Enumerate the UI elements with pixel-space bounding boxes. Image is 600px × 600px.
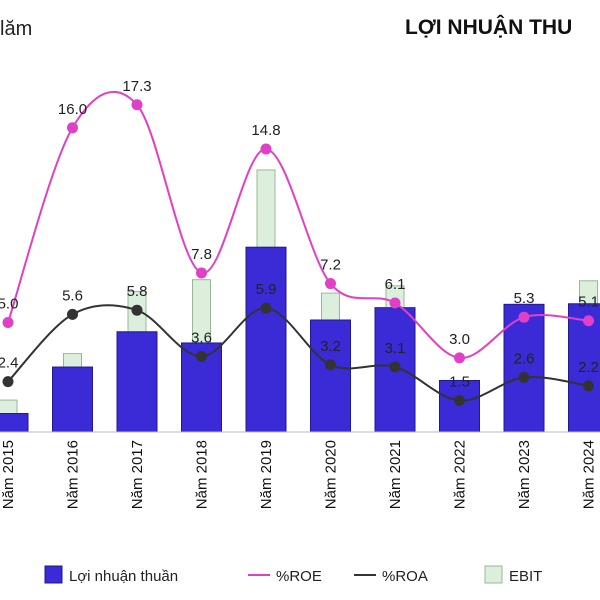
roa-point: [260, 302, 272, 314]
roa-point: [389, 361, 401, 373]
x-tick-label: Năm 2018: [194, 440, 211, 509]
net-profit-bar: [568, 303, 600, 433]
net-profit-bar: [245, 246, 287, 433]
roe-point: [196, 267, 207, 279]
roe-point: [454, 352, 465, 364]
roe-data-label: 3.0: [449, 331, 470, 348]
net-profit-bar: [116, 331, 158, 433]
legend-ebit-swatch: [484, 565, 503, 584]
x-tick-label: Năm 2024: [581, 440, 598, 509]
partial-header-text: lăm: [0, 18, 33, 40]
roe-line: [7, 90, 589, 359]
roa-data-label: 2.4: [0, 355, 18, 372]
roe-point: [583, 315, 594, 327]
roe-data-label: 6.1: [385, 276, 406, 293]
roe-point: [260, 143, 272, 155]
roa-data-label: 3.6: [191, 329, 212, 346]
net-profit-bar: [181, 342, 222, 433]
roe-data-label: 5.0: [0, 296, 18, 313]
x-tick-label: Năm 2016: [65, 440, 82, 509]
net-profit-bar: [503, 303, 545, 433]
net-profit-bar: [52, 366, 93, 433]
legend-label: EBIT: [509, 568, 542, 585]
roa-point: [131, 304, 143, 316]
x-tick-label: Năm 2022: [452, 440, 469, 509]
roe-data-label: 17.3: [122, 78, 151, 95]
roe-data-label: 16.0: [58, 101, 87, 118]
roa-point: [325, 359, 336, 371]
net-profit-bar: [310, 319, 351, 433]
chart-title: LỢI NHUẬN THU: [405, 16, 573, 39]
roa-data-label: 1.5: [449, 374, 470, 391]
roa-point: [518, 371, 530, 383]
roa-data-label: 5.6: [62, 287, 83, 304]
roe-point: [518, 311, 530, 323]
roa-data-label: 5.8: [127, 283, 148, 300]
legend-net-profit-swatch: [44, 565, 63, 584]
legend-label: %ROE: [276, 568, 322, 585]
legend-label: %ROA: [382, 568, 428, 585]
roe-data-label: 5.1: [578, 294, 599, 311]
roe-data-label: 7.2: [320, 257, 341, 274]
x-tick-label: Năm 2019: [258, 440, 275, 509]
net-profit-bar: [0, 413, 29, 433]
roa-data-label: 2.2: [578, 359, 599, 376]
roa-line: [7, 304, 589, 402]
roe-point: [325, 278, 336, 290]
roa-point: [67, 308, 78, 320]
roa-point: [454, 395, 465, 406]
x-tick-label: Năm 2023: [516, 440, 533, 509]
roa-point: [583, 380, 594, 392]
x-tick-label: Năm 2017: [129, 440, 146, 509]
roa-data-label: 3.1: [385, 340, 406, 357]
x-tick-label: Năm 2020: [323, 440, 340, 509]
roe-point: [67, 122, 78, 134]
roe-data-label: 14.8: [251, 122, 280, 139]
roa-data-label: 5.9: [256, 281, 277, 298]
x-tick-label: Năm 2021: [387, 440, 404, 509]
roe-point: [389, 297, 401, 309]
legend-label: Lợi nhuận thuần: [69, 568, 178, 585]
roa-point: [196, 350, 207, 362]
roe-data-label: 7.8: [191, 246, 212, 263]
roe-data-label: 5.3: [514, 290, 535, 307]
roa-data-label: 3.2: [320, 338, 341, 355]
roe-point: [131, 99, 143, 111]
roa-data-label: 2.6: [514, 350, 535, 367]
x-tick-label: Năm 2015: [0, 440, 17, 509]
roe-point: [2, 317, 14, 328]
roa-point: [2, 376, 14, 388]
